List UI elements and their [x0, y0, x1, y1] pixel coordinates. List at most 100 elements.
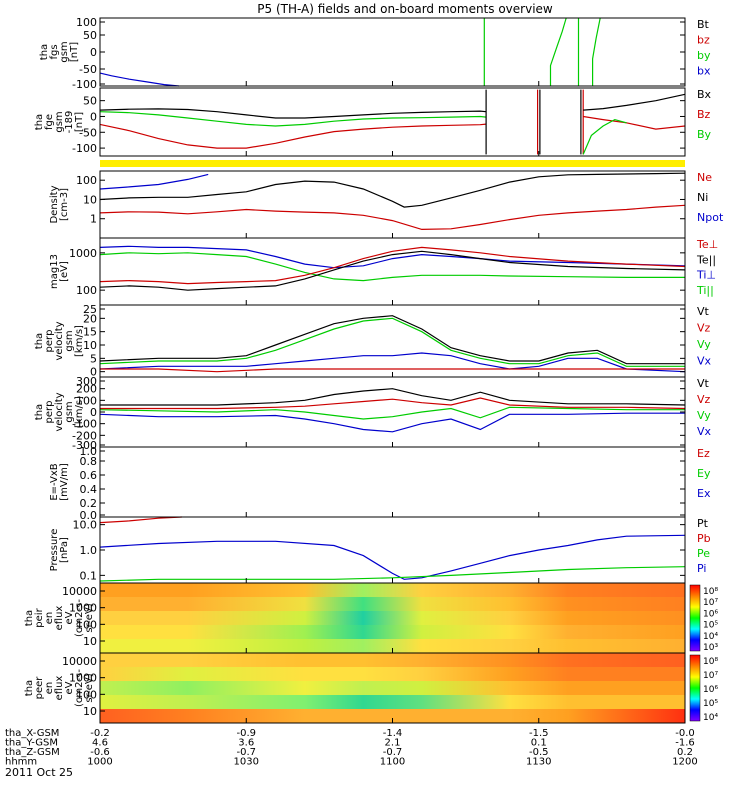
x-axis-value: -0.5	[529, 747, 549, 758]
x-axis-value: -0.7	[236, 747, 256, 758]
y-axis-label: eflux	[54, 676, 65, 701]
y-axis-label: en	[44, 682, 55, 695]
y-tick-label: 300	[76, 375, 97, 388]
series-line-Ti||	[99, 252, 685, 282]
y-tick-label: 0	[90, 46, 97, 59]
series-line-by	[591, 17, 601, 86]
colorbar-tick-label: 10⁸	[703, 657, 718, 667]
panel-frame	[99, 87, 686, 157]
y-tick-label: 0.4	[80, 483, 98, 496]
legend-entry: Vt	[697, 377, 710, 390]
colorbar-tick-label: 10⁶	[703, 685, 718, 695]
y-tick-label: -200	[72, 429, 97, 442]
y-axis-label: peir	[34, 607, 45, 627]
y-tick-label: 0.6	[80, 469, 98, 482]
x-axis-value: 1130	[526, 757, 551, 768]
y-tick-label: 10	[83, 193, 97, 206]
panel-temperature: 1000 100 Te⊥ Te|| Ti⊥ Ti|| mag13 [eV]	[49, 237, 718, 306]
y-tick-label: 0.1	[80, 569, 98, 582]
series-line-Vt	[100, 388, 686, 406]
x-axis-value: 1200	[672, 757, 697, 768]
panel-pressure: 10.0 1.0 0.1 Pt Pb Pe Pi Pressure [nPa]	[49, 516, 711, 584]
heatmap-band	[100, 695, 685, 710]
y-axis-label: fgs	[49, 44, 60, 59]
y-tick-label: 20	[83, 312, 97, 325]
y-tick-label: -50	[79, 126, 97, 139]
colorbar-tick-label: 10⁸	[703, 587, 718, 597]
series-line-Npot	[99, 173, 209, 190]
y-axis-label: [km/s]	[74, 325, 85, 357]
colorbar-tick-label: 10⁴	[703, 632, 718, 642]
colorbar-tick-label: 10⁶	[703, 609, 718, 619]
legend-entry: Ez	[697, 447, 710, 460]
series-line-By	[99, 111, 487, 127]
y-tick-label: -300	[72, 439, 97, 452]
y-tick-label: -50	[79, 63, 97, 76]
y-axis-label: [km/s]	[74, 396, 85, 428]
y-tick-label: 100	[76, 284, 97, 297]
panel-frame	[99, 237, 686, 306]
series-line-Te⊥	[99, 246, 686, 285]
x-axis-value: -0.2	[90, 728, 110, 739]
x-axis-row-label: tha_Y-GSM	[5, 738, 58, 749]
series-line-Pi	[99, 534, 686, 580]
x-axis-value: 1030	[234, 757, 259, 768]
y-tick-label: 200	[76, 383, 97, 396]
panel-peer: 10⁸ 10⁷ 10⁶ 10⁵ 10⁴ 10000 1000 100 10 tha peer en ef…	[24, 652, 718, 724]
y-tick-label: 10000	[62, 655, 97, 668]
legend-entry: Vz	[697, 393, 711, 406]
y-axis-label: gsm	[54, 111, 65, 132]
legend-entry: Vx	[697, 425, 712, 438]
legend-entry: Vx	[697, 355, 712, 368]
colorbar	[689, 584, 701, 652]
y-axis-label: eflux	[54, 606, 65, 631]
legend-entry: bx	[697, 65, 711, 78]
legend-entry: Pi	[697, 562, 706, 575]
y-tick-label: 1000	[69, 247, 97, 260]
colorbar-tick-label: 10⁵	[703, 699, 718, 709]
y-tick-label: 50	[83, 95, 97, 108]
legend-entry: Te⊥	[696, 238, 718, 251]
colorbar-tick-label: 10⁴	[703, 713, 718, 723]
x-axis-value: 4.6	[92, 738, 108, 749]
y-tick-label: 1.0	[80, 445, 98, 458]
y-tick-label: 10000	[62, 585, 97, 598]
heatmap-band	[100, 583, 685, 598]
y-axis-label: fge	[44, 114, 55, 130]
y-axis-label: sr-eV)	[84, 603, 95, 632]
x-axis-value: -0.7	[383, 747, 403, 758]
series-line-Ni	[99, 172, 686, 208]
y-tick-label: 100	[76, 394, 97, 407]
legend-entry: Bx	[697, 88, 712, 101]
y-axis-label: E=-VxB	[49, 463, 60, 500]
y-axis-label: Pressure	[49, 529, 60, 572]
y-axis-label: eV	[64, 681, 75, 694]
series-line-Bx	[583, 93, 686, 111]
y-tick-label: 10	[83, 339, 97, 352]
panel-fge: 50 0 -50 -100 Bx Bz By tha fge gsm -189 [nT]	[34, 87, 712, 157]
legend-entry: Ne	[697, 171, 712, 184]
series-line-Vz	[100, 368, 685, 373]
y-axis-label: tha	[24, 610, 35, 626]
legend-entry: Te||	[696, 253, 716, 266]
y-tick-label: 1	[90, 213, 97, 226]
y-tick-label: 5	[90, 352, 97, 365]
legend-entry: Vy	[697, 409, 711, 422]
y-axis-label: en	[44, 612, 55, 625]
series-line-bx	[99, 72, 180, 87]
y-axis-label: -189	[64, 111, 75, 134]
legend-entry: Ey	[697, 467, 711, 480]
y-axis-label: gsm	[64, 330, 75, 351]
y-tick-label: 10	[83, 705, 97, 718]
y-axis-label: [nT]	[69, 42, 80, 62]
legend-entry: Pe	[697, 547, 710, 560]
figure-title: P5 (TH-A) fields and on-board moments ov…	[257, 2, 553, 16]
y-tick-label: 50	[83, 29, 97, 42]
y-axis-label: mag13	[49, 254, 60, 289]
x-axis-value: -1.6	[675, 738, 695, 749]
legend-entry: Ti⊥	[696, 269, 716, 282]
legend-entry: Ti||	[696, 284, 714, 297]
x-axis-value: -1.4	[383, 728, 403, 739]
y-axis-label: gsm	[64, 401, 75, 422]
